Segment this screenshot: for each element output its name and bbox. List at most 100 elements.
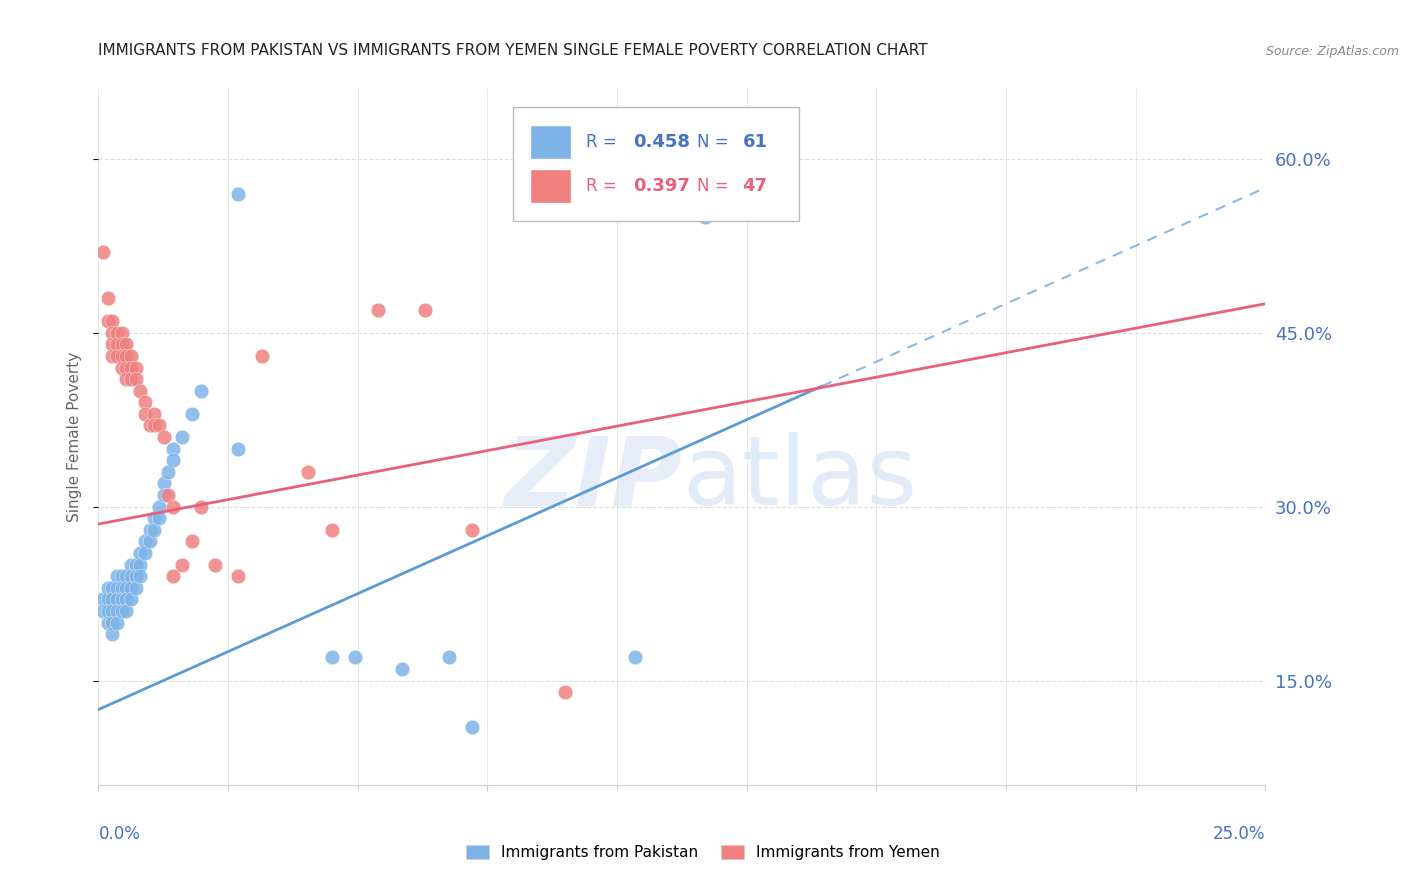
Point — [105, 581, 128, 595]
Point — [413, 302, 436, 317]
Point — [134, 546, 156, 560]
Point — [115, 349, 138, 363]
Point — [97, 615, 120, 630]
Point — [115, 569, 138, 583]
Point — [101, 314, 124, 328]
Text: 0.0%: 0.0% — [98, 825, 141, 843]
FancyBboxPatch shape — [530, 126, 571, 159]
Point — [204, 558, 226, 572]
Point — [162, 442, 184, 456]
Point — [115, 604, 138, 618]
Point — [139, 523, 162, 537]
Point — [111, 604, 134, 618]
Point — [391, 662, 413, 676]
Point — [111, 349, 134, 363]
Point — [111, 592, 134, 607]
Point — [228, 442, 250, 456]
Point — [125, 569, 148, 583]
Point — [105, 349, 128, 363]
Point — [152, 476, 174, 491]
Point — [120, 581, 142, 595]
Text: R =: R = — [586, 133, 623, 151]
Point — [162, 500, 184, 514]
Point — [101, 604, 124, 618]
Point — [624, 650, 647, 665]
Point — [115, 372, 138, 386]
Point — [600, 186, 623, 201]
Point — [111, 581, 134, 595]
FancyBboxPatch shape — [513, 106, 799, 221]
Point — [190, 500, 212, 514]
Point — [321, 523, 343, 537]
Point — [437, 650, 460, 665]
Point — [111, 337, 134, 351]
Text: ZIP: ZIP — [503, 433, 682, 525]
Point — [139, 418, 162, 433]
Point — [228, 186, 250, 201]
Text: 0.458: 0.458 — [633, 133, 690, 151]
Point — [190, 384, 212, 398]
Point — [105, 337, 128, 351]
Text: N =: N = — [697, 177, 734, 195]
Point — [180, 407, 202, 421]
Point — [297, 465, 319, 479]
Point — [250, 349, 273, 363]
Point — [129, 546, 152, 560]
Point — [105, 604, 128, 618]
Point — [120, 360, 142, 375]
Point — [125, 581, 148, 595]
Point — [115, 581, 138, 595]
Point — [139, 534, 162, 549]
Point — [143, 511, 166, 525]
Point — [120, 569, 142, 583]
Point — [129, 384, 152, 398]
Point — [105, 592, 128, 607]
Text: IMMIGRANTS FROM PAKISTAN VS IMMIGRANTS FROM YEMEN SINGLE FEMALE POVERTY CORRELAT: IMMIGRANTS FROM PAKISTAN VS IMMIGRANTS F… — [98, 43, 928, 58]
Point — [344, 650, 367, 665]
Point — [115, 592, 138, 607]
Point — [180, 534, 202, 549]
Legend: Immigrants from Pakistan, Immigrants from Yemen: Immigrants from Pakistan, Immigrants fro… — [460, 839, 946, 866]
Point — [148, 500, 170, 514]
Point — [97, 604, 120, 618]
Point — [101, 349, 124, 363]
Point — [91, 604, 114, 618]
Y-axis label: Single Female Poverty: Single Female Poverty — [67, 352, 83, 522]
Point — [125, 372, 148, 386]
Point — [115, 360, 138, 375]
Text: atlas: atlas — [682, 433, 917, 525]
Point — [91, 244, 114, 259]
Point — [115, 337, 138, 351]
Point — [129, 569, 152, 583]
Point — [143, 407, 166, 421]
Point — [101, 337, 124, 351]
Point — [101, 326, 124, 340]
Point — [125, 558, 148, 572]
Point — [148, 418, 170, 433]
Text: Source: ZipAtlas.com: Source: ZipAtlas.com — [1265, 45, 1399, 58]
Point — [162, 453, 184, 467]
Point — [105, 326, 128, 340]
Point — [134, 395, 156, 409]
Point — [111, 360, 134, 375]
Point — [143, 523, 166, 537]
Point — [120, 372, 142, 386]
Text: R =: R = — [586, 177, 623, 195]
Point — [101, 592, 124, 607]
Point — [129, 558, 152, 572]
Point — [162, 569, 184, 583]
Point — [101, 615, 124, 630]
Point — [97, 581, 120, 595]
Point — [157, 488, 180, 502]
Point — [647, 175, 669, 189]
Text: 47: 47 — [742, 177, 768, 195]
Point — [152, 430, 174, 444]
Point — [143, 418, 166, 433]
Point — [101, 581, 124, 595]
Point — [172, 430, 194, 444]
Point — [148, 511, 170, 525]
Point — [134, 534, 156, 549]
Text: 61: 61 — [742, 133, 768, 151]
Point — [111, 326, 134, 340]
Text: N =: N = — [697, 133, 734, 151]
